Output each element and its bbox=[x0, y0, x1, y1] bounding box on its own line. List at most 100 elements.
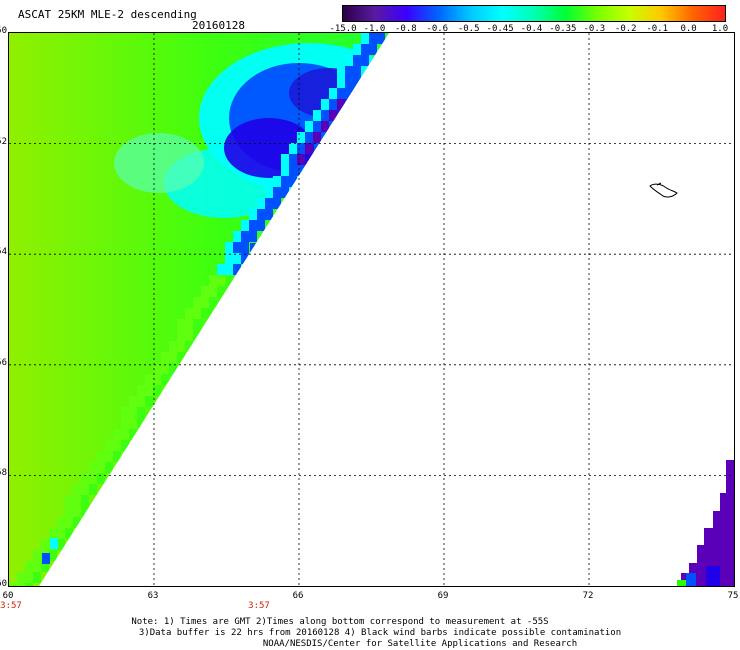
swath-edge-cell bbox=[161, 363, 169, 374]
swath-edge-cell bbox=[185, 319, 193, 330]
swath-edge-cell bbox=[177, 341, 185, 352]
colorbar-label: -0.4 bbox=[520, 24, 543, 34]
swath-edge-cell bbox=[129, 429, 137, 440]
swath-edge-cell bbox=[281, 165, 289, 176]
swath-edge-cell bbox=[57, 528, 65, 539]
swath-edge-cell bbox=[353, 66, 361, 77]
swath-edge-cell bbox=[313, 121, 321, 132]
longitude-label: 66 bbox=[292, 591, 304, 601]
swath-edge-cell bbox=[185, 330, 193, 341]
swath-edge-cell bbox=[161, 352, 169, 363]
swath-edge-cell bbox=[345, 88, 353, 99]
swath-edge-cell bbox=[353, 55, 361, 66]
swath-edge-cell bbox=[73, 484, 81, 495]
swath-edge-cell bbox=[105, 440, 113, 451]
swath-edge-cell bbox=[353, 44, 361, 55]
swath-edge-cell bbox=[81, 473, 89, 484]
swath-edge-cell bbox=[361, 33, 369, 44]
swath-edge-cell bbox=[369, 33, 377, 44]
swath-edge-cell bbox=[9, 583, 17, 586]
colorbar-label: -0.45 bbox=[486, 24, 514, 34]
swath-edge-cell bbox=[233, 231, 241, 242]
colorbar-label: -15.0 bbox=[329, 24, 357, 34]
swath-edge-cell bbox=[81, 484, 89, 495]
swath-edge-cell bbox=[113, 440, 121, 451]
swath-edge-cell bbox=[281, 176, 289, 187]
swath-edge-cell bbox=[233, 253, 241, 264]
swath-edge-cell bbox=[185, 308, 193, 319]
swath-edge-cell bbox=[57, 517, 65, 528]
swath-edge-cell bbox=[33, 561, 41, 572]
second-swath-cell bbox=[706, 566, 720, 586]
swath-edge-cell bbox=[329, 88, 337, 99]
colorbar-label: -0.35 bbox=[549, 24, 577, 34]
longitude-label: 75 bbox=[727, 591, 739, 601]
swath-edge-cell bbox=[137, 407, 145, 418]
latitude-label: -54 bbox=[0, 247, 7, 258]
swath-edge-cell bbox=[257, 220, 265, 231]
note-line-3: NOAA/NESDIS/Center for Satellite Applica… bbox=[262, 639, 578, 649]
colorbar-label: -0.1 bbox=[646, 24, 668, 34]
swath-edge-cell bbox=[233, 264, 241, 275]
swath-edge-cell bbox=[33, 572, 41, 583]
swath-edge-cell bbox=[73, 506, 81, 517]
swath-edge-cell bbox=[241, 231, 249, 242]
swath-edge-cell bbox=[353, 77, 361, 88]
colorbar bbox=[342, 5, 726, 22]
swath-edge-cell bbox=[97, 462, 105, 473]
swath-edge-cell bbox=[345, 55, 353, 66]
swath-edge-cell bbox=[145, 385, 153, 396]
swath-edge-cell bbox=[89, 473, 97, 484]
swath-edge-cell bbox=[265, 198, 273, 209]
swath-edge-cell bbox=[81, 506, 89, 517]
swath-edge-cell bbox=[65, 528, 73, 539]
swath-edge-cell bbox=[321, 110, 329, 121]
swath-edge-cell bbox=[177, 319, 185, 330]
wind-cell-aqua-region bbox=[114, 133, 204, 193]
swath-edge-cell bbox=[177, 352, 185, 363]
swath-edge-cell bbox=[257, 209, 265, 220]
swath-edge-cell bbox=[209, 297, 217, 308]
swath-edge-cell bbox=[169, 363, 177, 374]
swath-edge-cell bbox=[233, 242, 241, 253]
swath-edge-cell bbox=[321, 121, 329, 132]
swath-edge-cell bbox=[337, 77, 345, 88]
swath-edge-cell bbox=[209, 275, 217, 286]
swath-edge-cell bbox=[97, 451, 105, 462]
swath-edge-cell bbox=[225, 253, 233, 264]
swath-edge-cell bbox=[297, 132, 305, 143]
swath-edge-cell bbox=[129, 396, 137, 407]
swath-edge-cell bbox=[129, 418, 137, 429]
swath-edge-cell bbox=[169, 352, 177, 363]
product-date: 20160128 bbox=[192, 19, 245, 32]
second-swath-cell bbox=[677, 580, 687, 586]
swath-edge-cell bbox=[273, 187, 281, 198]
wind-cell bbox=[279, 208, 289, 218]
wind-cell bbox=[172, 384, 180, 395]
note-line-2: 3)Data buffer is 22 hrs from 20160128 4)… bbox=[138, 628, 622, 638]
latitude-label: -52 bbox=[0, 136, 7, 147]
swath-edge-cell bbox=[313, 110, 321, 121]
colorbar-label: -0.2 bbox=[614, 24, 637, 34]
colorbar-label: -0.3 bbox=[583, 24, 606, 34]
swath-edge-cell bbox=[113, 451, 121, 462]
swath-edge-cell bbox=[249, 209, 257, 220]
swath-edge-cell bbox=[249, 231, 257, 242]
swath-edge-cell bbox=[201, 297, 209, 308]
swath-edge-cell bbox=[225, 275, 233, 286]
swath-edge-cell bbox=[17, 583, 25, 586]
swath-edge-cell bbox=[377, 33, 385, 44]
swath-edge-cell bbox=[297, 165, 305, 176]
swath-edge-cell bbox=[257, 198, 265, 209]
swath-edge-cell bbox=[361, 55, 369, 66]
swath-edge-cell bbox=[289, 143, 297, 154]
time-label-left: 3:57 bbox=[0, 601, 22, 611]
swath-edge-cell bbox=[329, 99, 337, 110]
swath-edge-cell bbox=[193, 297, 201, 308]
swath-edge-cell bbox=[137, 385, 145, 396]
swath-edge-cell bbox=[17, 572, 25, 583]
swath-edge-cell bbox=[137, 396, 145, 407]
swath-edge-cell bbox=[337, 66, 345, 77]
swath-edge-cell bbox=[73, 495, 81, 506]
swath-edge-cell bbox=[169, 341, 177, 352]
